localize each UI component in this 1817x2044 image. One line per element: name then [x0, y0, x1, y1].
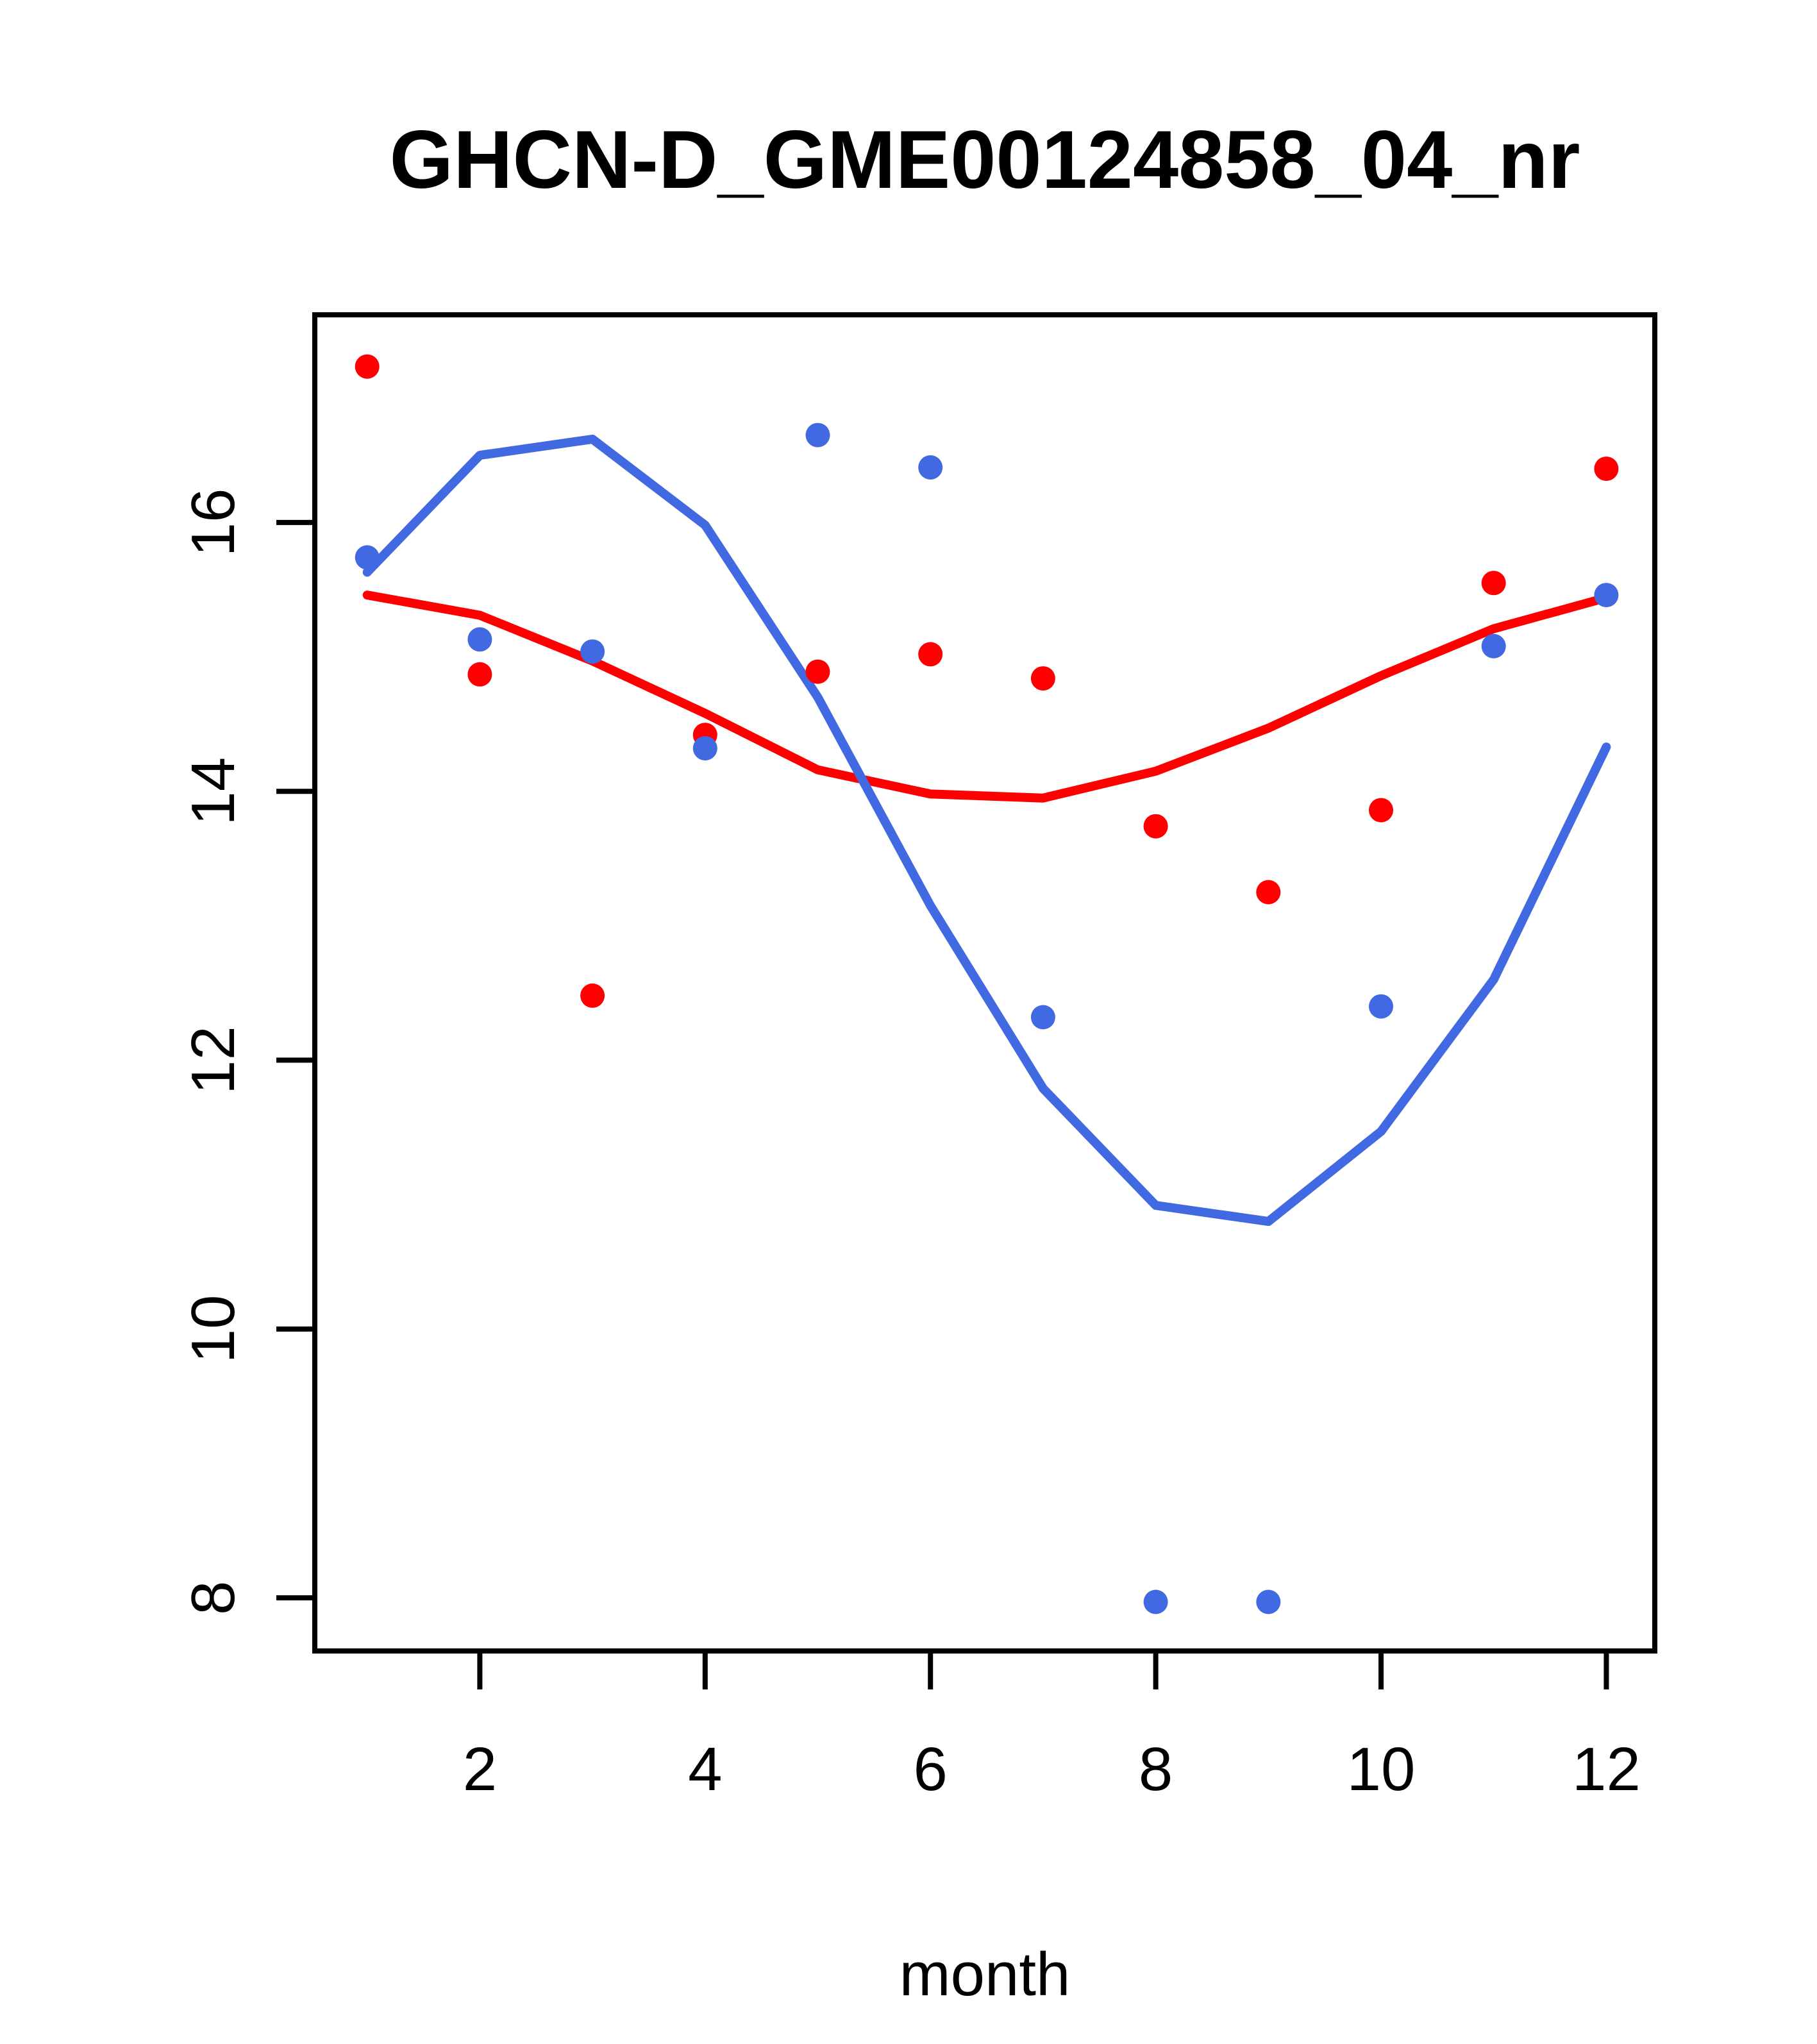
x-axis-label: month — [900, 1940, 1071, 2009]
x-tick-label: 10 — [1347, 1735, 1416, 1804]
red-point — [805, 659, 830, 684]
x-tick-label: 8 — [1139, 1735, 1173, 1804]
x-tick-label: 6 — [914, 1735, 948, 1804]
blue-point — [467, 627, 492, 652]
y-tick-label: 16 — [179, 489, 247, 557]
x-axis-ticks: 2 4 6 8 10 12 — [463, 1651, 1641, 1804]
red-point — [1256, 880, 1281, 905]
x-tick-label: 2 — [463, 1735, 497, 1804]
blue-point — [580, 639, 605, 664]
red-point — [1369, 798, 1393, 823]
blue-point — [1030, 1005, 1055, 1030]
x-tick-label: 4 — [688, 1735, 722, 1804]
red-point — [1594, 457, 1619, 482]
blue-point — [1256, 1589, 1281, 1614]
red-point — [1143, 814, 1168, 839]
y-tick-label: 8 — [179, 1580, 247, 1614]
red-point — [918, 642, 943, 667]
blue-point — [1481, 633, 1506, 658]
y-tick-label: 14 — [179, 757, 247, 826]
red-line — [362, 591, 1611, 803]
blue-point — [1143, 1589, 1168, 1614]
blue-point — [355, 545, 380, 570]
y-axis-ticks: 8 10 12 14 16 — [179, 489, 315, 1615]
y-tick-label: 10 — [179, 1294, 247, 1363]
red-point — [1481, 571, 1506, 596]
blue-point — [1369, 994, 1393, 1019]
blue-point — [1594, 583, 1619, 608]
data-series — [355, 354, 1619, 1614]
x-tick-label: 12 — [1572, 1735, 1641, 1804]
red-point — [1030, 666, 1055, 691]
blue-line — [362, 434, 1611, 1227]
y-tick-label: 12 — [179, 1026, 247, 1094]
chart-title: GHCN-D_GME00124858_04_nr — [390, 114, 1580, 206]
blue-point — [692, 736, 717, 761]
blue-point — [918, 455, 943, 480]
red-point — [467, 662, 492, 687]
plot-area-box — [312, 312, 1657, 1654]
red-point — [580, 983, 605, 1008]
red-point — [355, 354, 380, 379]
blue-point — [805, 423, 830, 448]
